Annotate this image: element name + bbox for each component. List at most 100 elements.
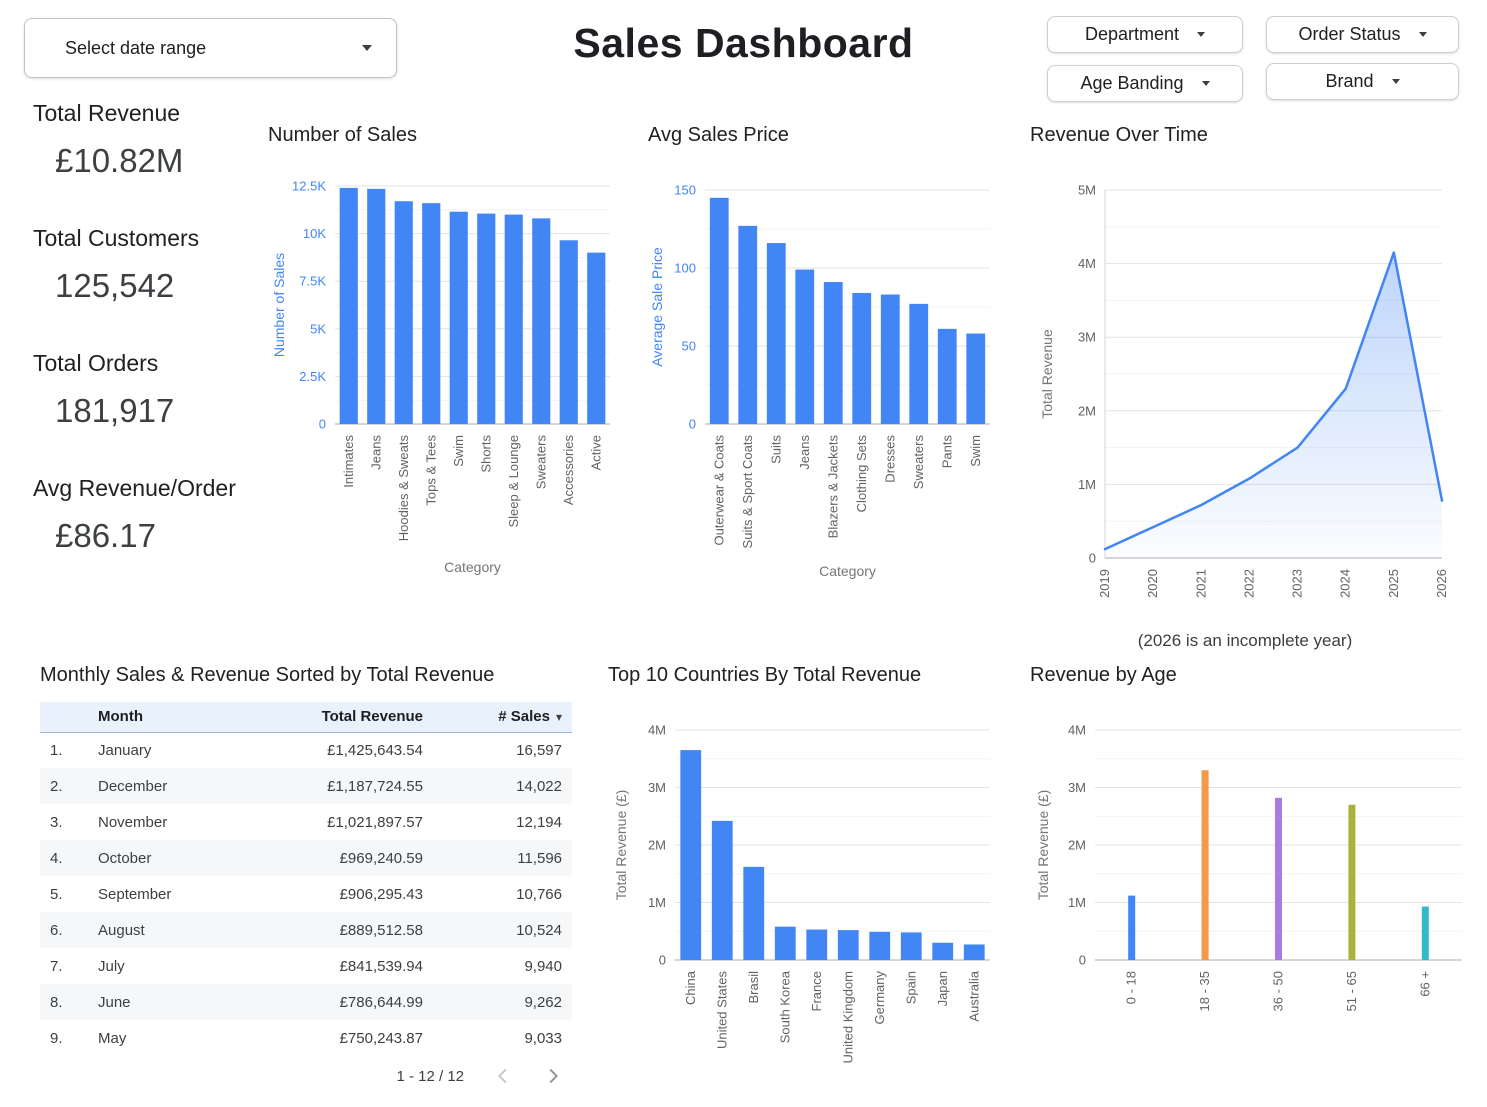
bar-swim[interactable] — [966, 333, 986, 424]
bar-sweaters[interactable] — [532, 218, 551, 424]
revenue-line — [1103, 251, 1444, 551]
filter-label: Department — [1084, 24, 1180, 44]
bar-sweaters[interactable] — [909, 303, 929, 424]
kpi-total-orders: Total Orders 181,917 — [33, 350, 273, 430]
bar-swim[interactable] — [449, 211, 468, 424]
bar-germany[interactable] — [869, 931, 891, 960]
bar-clothing-sets[interactable] — [852, 292, 872, 424]
x-axis-title: Category — [819, 563, 876, 579]
table-cell: 14,022 — [516, 777, 562, 795]
filter-age-banding[interactable]: Age Banding — [1047, 65, 1243, 102]
x-category-label: Pants — [939, 435, 954, 469]
bar-brasil[interactable] — [743, 866, 765, 960]
x-category-label: United States — [714, 971, 729, 1050]
kpi-total-customers: Total Customers 125,542 — [33, 225, 273, 305]
table-cell: 9,033 — [524, 1029, 562, 1047]
kpi-label: Total Revenue — [33, 100, 181, 126]
col-index — [40, 702, 88, 733]
filter-label: Brand — [1325, 71, 1374, 91]
bar-pants[interactable] — [937, 328, 957, 424]
table-row[interactable]: 2. December £1,187,724.55 14,022 — [40, 768, 572, 804]
table-row[interactable]: 9. May £750,243.87 9,033 — [40, 1020, 572, 1056]
y-tick-label: 2M — [1078, 403, 1096, 418]
kpi-value: £10.82M — [55, 142, 184, 179]
bar-51-65[interactable] — [1348, 804, 1356, 960]
next-page-button[interactable] — [542, 1065, 564, 1087]
table-cell: 9,262 — [524, 993, 562, 1011]
col-sales-sort[interactable]: # Sales ▾ — [433, 702, 572, 733]
table-cell: 3. — [50, 813, 63, 831]
table-cell: 9,940 — [524, 957, 562, 975]
bar-tops-tees[interactable] — [422, 203, 441, 424]
bar-66-[interactable] — [1421, 906, 1429, 960]
table-cell: 6. — [50, 921, 63, 939]
bar-australia[interactable] — [963, 944, 985, 960]
filter-order-status[interactable]: Order Status — [1266, 16, 1459, 53]
page-range-label: 1 - 12 / 12 — [396, 1067, 464, 1085]
bar-south-korea[interactable] — [774, 926, 796, 960]
x-category-label: Jeans — [368, 435, 383, 470]
bar-active[interactable] — [587, 252, 606, 424]
bar-sleep-lounge[interactable] — [504, 214, 523, 424]
table-row[interactable]: 6. August £889,512.58 10,524 — [40, 912, 572, 948]
table-header-row: Month Total Revenue # Sales ▾ — [40, 702, 572, 733]
x-category-label: 18 - 35 — [1197, 971, 1212, 1011]
bar-suits-sport-coats[interactable] — [738, 225, 758, 424]
bar-suits[interactable] — [766, 243, 786, 424]
table-row[interactable]: 5. September £906,295.43 10,766 — [40, 876, 572, 912]
bar-hoodies-sweats[interactable] — [394, 201, 413, 424]
bar-jeans[interactable] — [795, 269, 815, 424]
table-row[interactable]: 3. November £1,021,897.57 12,194 — [40, 804, 572, 840]
table-cell: December — [98, 777, 168, 795]
y-tick-label: 1M — [1068, 895, 1086, 910]
bar-france[interactable] — [806, 929, 828, 960]
bar-china[interactable] — [680, 750, 702, 960]
bar-jeans[interactable] — [367, 188, 386, 424]
x-category-label: Swim — [451, 435, 466, 467]
prev-page-button[interactable] — [492, 1065, 514, 1087]
x-category-label: 66 + — [1417, 971, 1432, 997]
table-cell: £1,425,643.54 — [327, 741, 423, 759]
date-range-select[interactable]: Select date range — [24, 18, 397, 78]
y-tick-label: 2M — [1068, 838, 1086, 853]
y-tick-label: 3M — [1068, 780, 1086, 795]
bar-spain[interactable] — [900, 932, 922, 960]
x-category-label: South Korea — [777, 970, 792, 1043]
table-cell: 1. — [50, 741, 63, 759]
table-row[interactable]: 8. June £786,644.99 9,262 — [40, 984, 572, 1020]
table-row[interactable]: 7. July £841,539.94 9,940 — [40, 948, 572, 984]
bar-dresses[interactable] — [880, 294, 900, 424]
bar-united-states[interactable] — [711, 820, 733, 960]
filter-brand[interactable]: Brand — [1266, 63, 1459, 100]
table-cell: £750,243.87 — [339, 1029, 423, 1047]
bar-united-kingdom[interactable] — [837, 930, 859, 960]
y-tick-label: 7.5K — [299, 274, 326, 289]
bar-0-18[interactable] — [1128, 895, 1136, 960]
bar-blazers-jackets[interactable] — [823, 282, 843, 424]
revenue-area[interactable] — [1105, 252, 1442, 558]
table-cell: £841,539.94 — [339, 957, 423, 975]
revenue-by-age-panel: Revenue by Age 0 1M 2M 3M 4M Total Revenue (£… — [1030, 662, 1470, 1049]
x-category-label: 36 - 50 — [1271, 971, 1286, 1011]
kpi-value: £86.17 — [55, 517, 156, 554]
y-axis-title: Total Revenue (£) — [1035, 790, 1051, 901]
bar-outerwear-coats[interactable] — [709, 197, 729, 424]
y-tick-label: 150 — [674, 183, 696, 198]
x-category-label: France — [809, 971, 824, 1011]
bar-intimates[interactable] — [339, 187, 358, 424]
chevron-down-icon — [1418, 32, 1427, 37]
x-category-label: Hoodies & Sweats — [396, 435, 411, 542]
y-tick-label: 1M — [648, 895, 666, 910]
bar-shorts[interactable] — [477, 213, 496, 424]
bar-accessories[interactable] — [559, 240, 578, 424]
filter-department[interactable]: Department — [1047, 16, 1243, 53]
kpi-label: Total Orders — [33, 350, 159, 376]
table-row[interactable]: 4. October £969,240.59 11,596 — [40, 840, 572, 876]
chart-caption: (2026 is an incomplete year) — [1137, 631, 1353, 650]
y-tick-label: 2.5K — [299, 369, 326, 384]
bar-japan[interactable] — [932, 942, 954, 960]
bar-18-35[interactable] — [1201, 770, 1209, 960]
x-category-label: Spain — [903, 971, 918, 1004]
bar-36-50[interactable] — [1275, 797, 1282, 960]
table-row[interactable]: 1. January £1,425,643.54 16,597 — [40, 732, 572, 768]
